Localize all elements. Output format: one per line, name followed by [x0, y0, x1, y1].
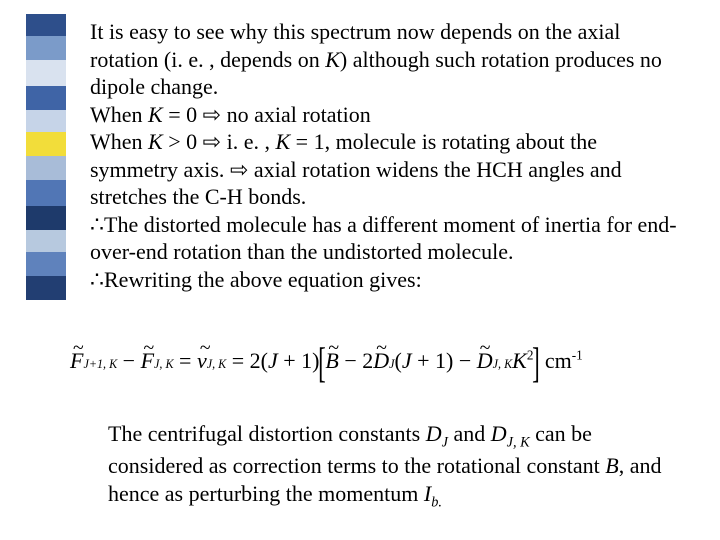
sub-JK: J, K: [507, 434, 530, 450]
var-D: D: [426, 421, 442, 446]
var-K: K: [148, 102, 163, 127]
therefore-symbol: ∴: [90, 212, 104, 237]
bottom-text-block: The centrifugal distortion constants DJ …: [108, 420, 668, 512]
paragraph-3: When K > 0 ⇨ i. e. , K = 1, molecule is …: [90, 128, 680, 211]
text-run: Rewriting the above equation gives:: [104, 267, 422, 292]
eq-cm-exp: -1: [572, 347, 583, 362]
text-run: When: [90, 129, 148, 154]
text-run: The centrifugal distortion constants: [108, 421, 426, 446]
equation: FJ+1, K − FJ, K = νJ, K = 2(J + 1)[B − 2…: [70, 340, 670, 388]
sidebar-block: [26, 156, 66, 180]
eq-nu: ν: [197, 348, 207, 374]
sidebar-block: [26, 86, 66, 110]
sidebar-block: [26, 230, 66, 252]
eq-F2: F: [141, 348, 154, 374]
text-run: i. e. ,: [221, 129, 275, 154]
eq-minus2D: − 2: [339, 348, 373, 373]
eq-B: B: [325, 348, 338, 374]
paragraph-bottom: The centrifugal distortion constants DJ …: [108, 420, 668, 512]
eq-eq: =: [226, 348, 249, 373]
eq-lparen: (: [261, 348, 268, 373]
eq-rbracket: ]: [533, 340, 541, 388]
eq-K: K: [512, 348, 527, 373]
sidebar-block: [26, 276, 66, 300]
var-K: K: [148, 129, 163, 154]
arrow-icon: ⇨: [203, 129, 221, 154]
sidebar-block: [26, 180, 66, 206]
eq-cm: cm: [539, 348, 571, 373]
paragraph-4: ∴The distorted molecule has a different …: [90, 211, 680, 266]
main-text-block: It is easy to see why this spectrum now …: [90, 18, 680, 293]
text-run: no axial rotation: [221, 102, 371, 127]
sidebar-block: [26, 206, 66, 230]
eq-F1: F: [70, 348, 83, 374]
eq-minus: −: [453, 348, 476, 373]
eq-sub: J, K: [154, 357, 173, 371]
text-run: = 0: [163, 102, 203, 127]
text-run: The distorted molecule has a different m…: [90, 212, 677, 265]
sidebar-color-blocks: [26, 14, 66, 304]
sidebar-block: [26, 110, 66, 132]
var-B: B: [605, 453, 618, 478]
paragraph-5: ∴Rewriting the above equation gives:: [90, 266, 680, 294]
therefore-symbol: ∴: [90, 267, 104, 292]
text-run: > 0: [163, 129, 203, 154]
paragraph-2: When K = 0 ⇨ no axial rotation: [90, 101, 680, 129]
eq-D2: D: [477, 348, 493, 374]
eq-minus: −: [117, 348, 140, 373]
eq-J: J: [402, 348, 412, 373]
paragraph-1: It is easy to see why this spectrum now …: [90, 18, 680, 101]
arrow-icon: ⇨: [203, 102, 221, 127]
sidebar-block: [26, 14, 66, 36]
text-run: When: [90, 102, 148, 127]
eq-sub: J+1, K: [83, 357, 117, 371]
eq-plus1: + 1: [278, 348, 312, 373]
eq-eq: =: [174, 348, 197, 373]
eq-J: J: [268, 348, 278, 373]
sidebar-block: [26, 132, 66, 156]
arrow-icon: ⇨: [230, 157, 248, 182]
sidebar-block: [26, 60, 66, 86]
sidebar-block: [26, 252, 66, 276]
eq-plus1: + 1: [412, 348, 446, 373]
sidebar-block: [26, 36, 66, 60]
var-D: D: [491, 421, 507, 446]
eq-sub: J, K: [493, 357, 512, 371]
var-K: K: [275, 129, 290, 154]
sub-b: b.: [431, 494, 442, 510]
eq-lparen: (: [395, 348, 402, 373]
eq-num: 2: [250, 348, 261, 373]
var-K: K: [325, 47, 340, 72]
eq-D1: D: [373, 348, 389, 374]
text-run: and: [448, 421, 491, 446]
